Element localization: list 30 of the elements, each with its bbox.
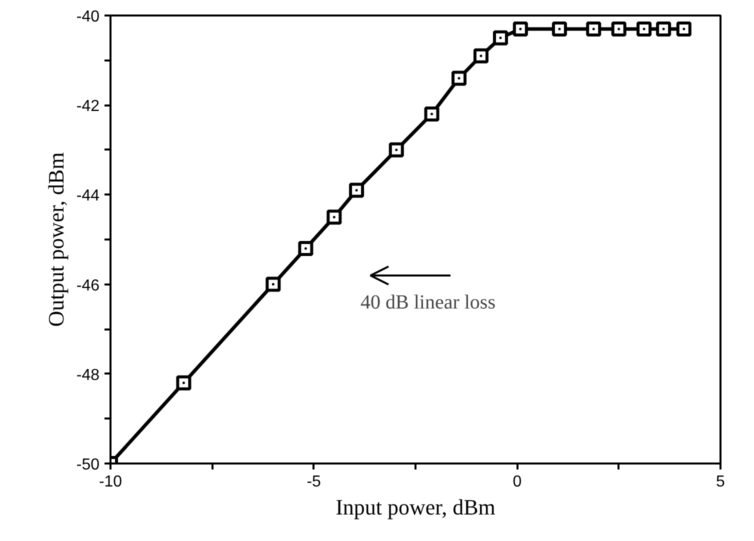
point [586,21,602,36]
point [298,240,314,256]
y-tick-label: -42 [76,98,100,116]
point [176,375,192,390]
y-axis-title: Output power, dBm [43,152,68,327]
y-tick-label: -50 [76,456,100,474]
point [326,210,342,225]
point [676,21,692,36]
point [552,21,567,36]
x-tick-label: -5 [306,474,322,490]
y-tick-label: -40 [76,8,100,26]
y-tick-label: -48 [76,366,100,384]
point [492,30,508,46]
x-axis-title: Input power, dBm [336,494,496,520]
point [512,21,528,36]
point [424,106,440,122]
point [349,182,364,198]
x-tick-label: 0 [512,474,522,490]
annotation: 40 dB linear loss [360,292,496,314]
point [452,70,467,86]
point [473,48,488,64]
x-tick-label: -10 [98,474,122,490]
point [266,276,281,292]
x-tick-label: 5 [716,474,726,490]
point [636,21,652,36]
point [388,142,404,158]
y-tick-label: -44 [76,188,100,205]
y-tick-label: -46 [76,277,100,294]
point [611,21,626,36]
point [656,21,672,36]
